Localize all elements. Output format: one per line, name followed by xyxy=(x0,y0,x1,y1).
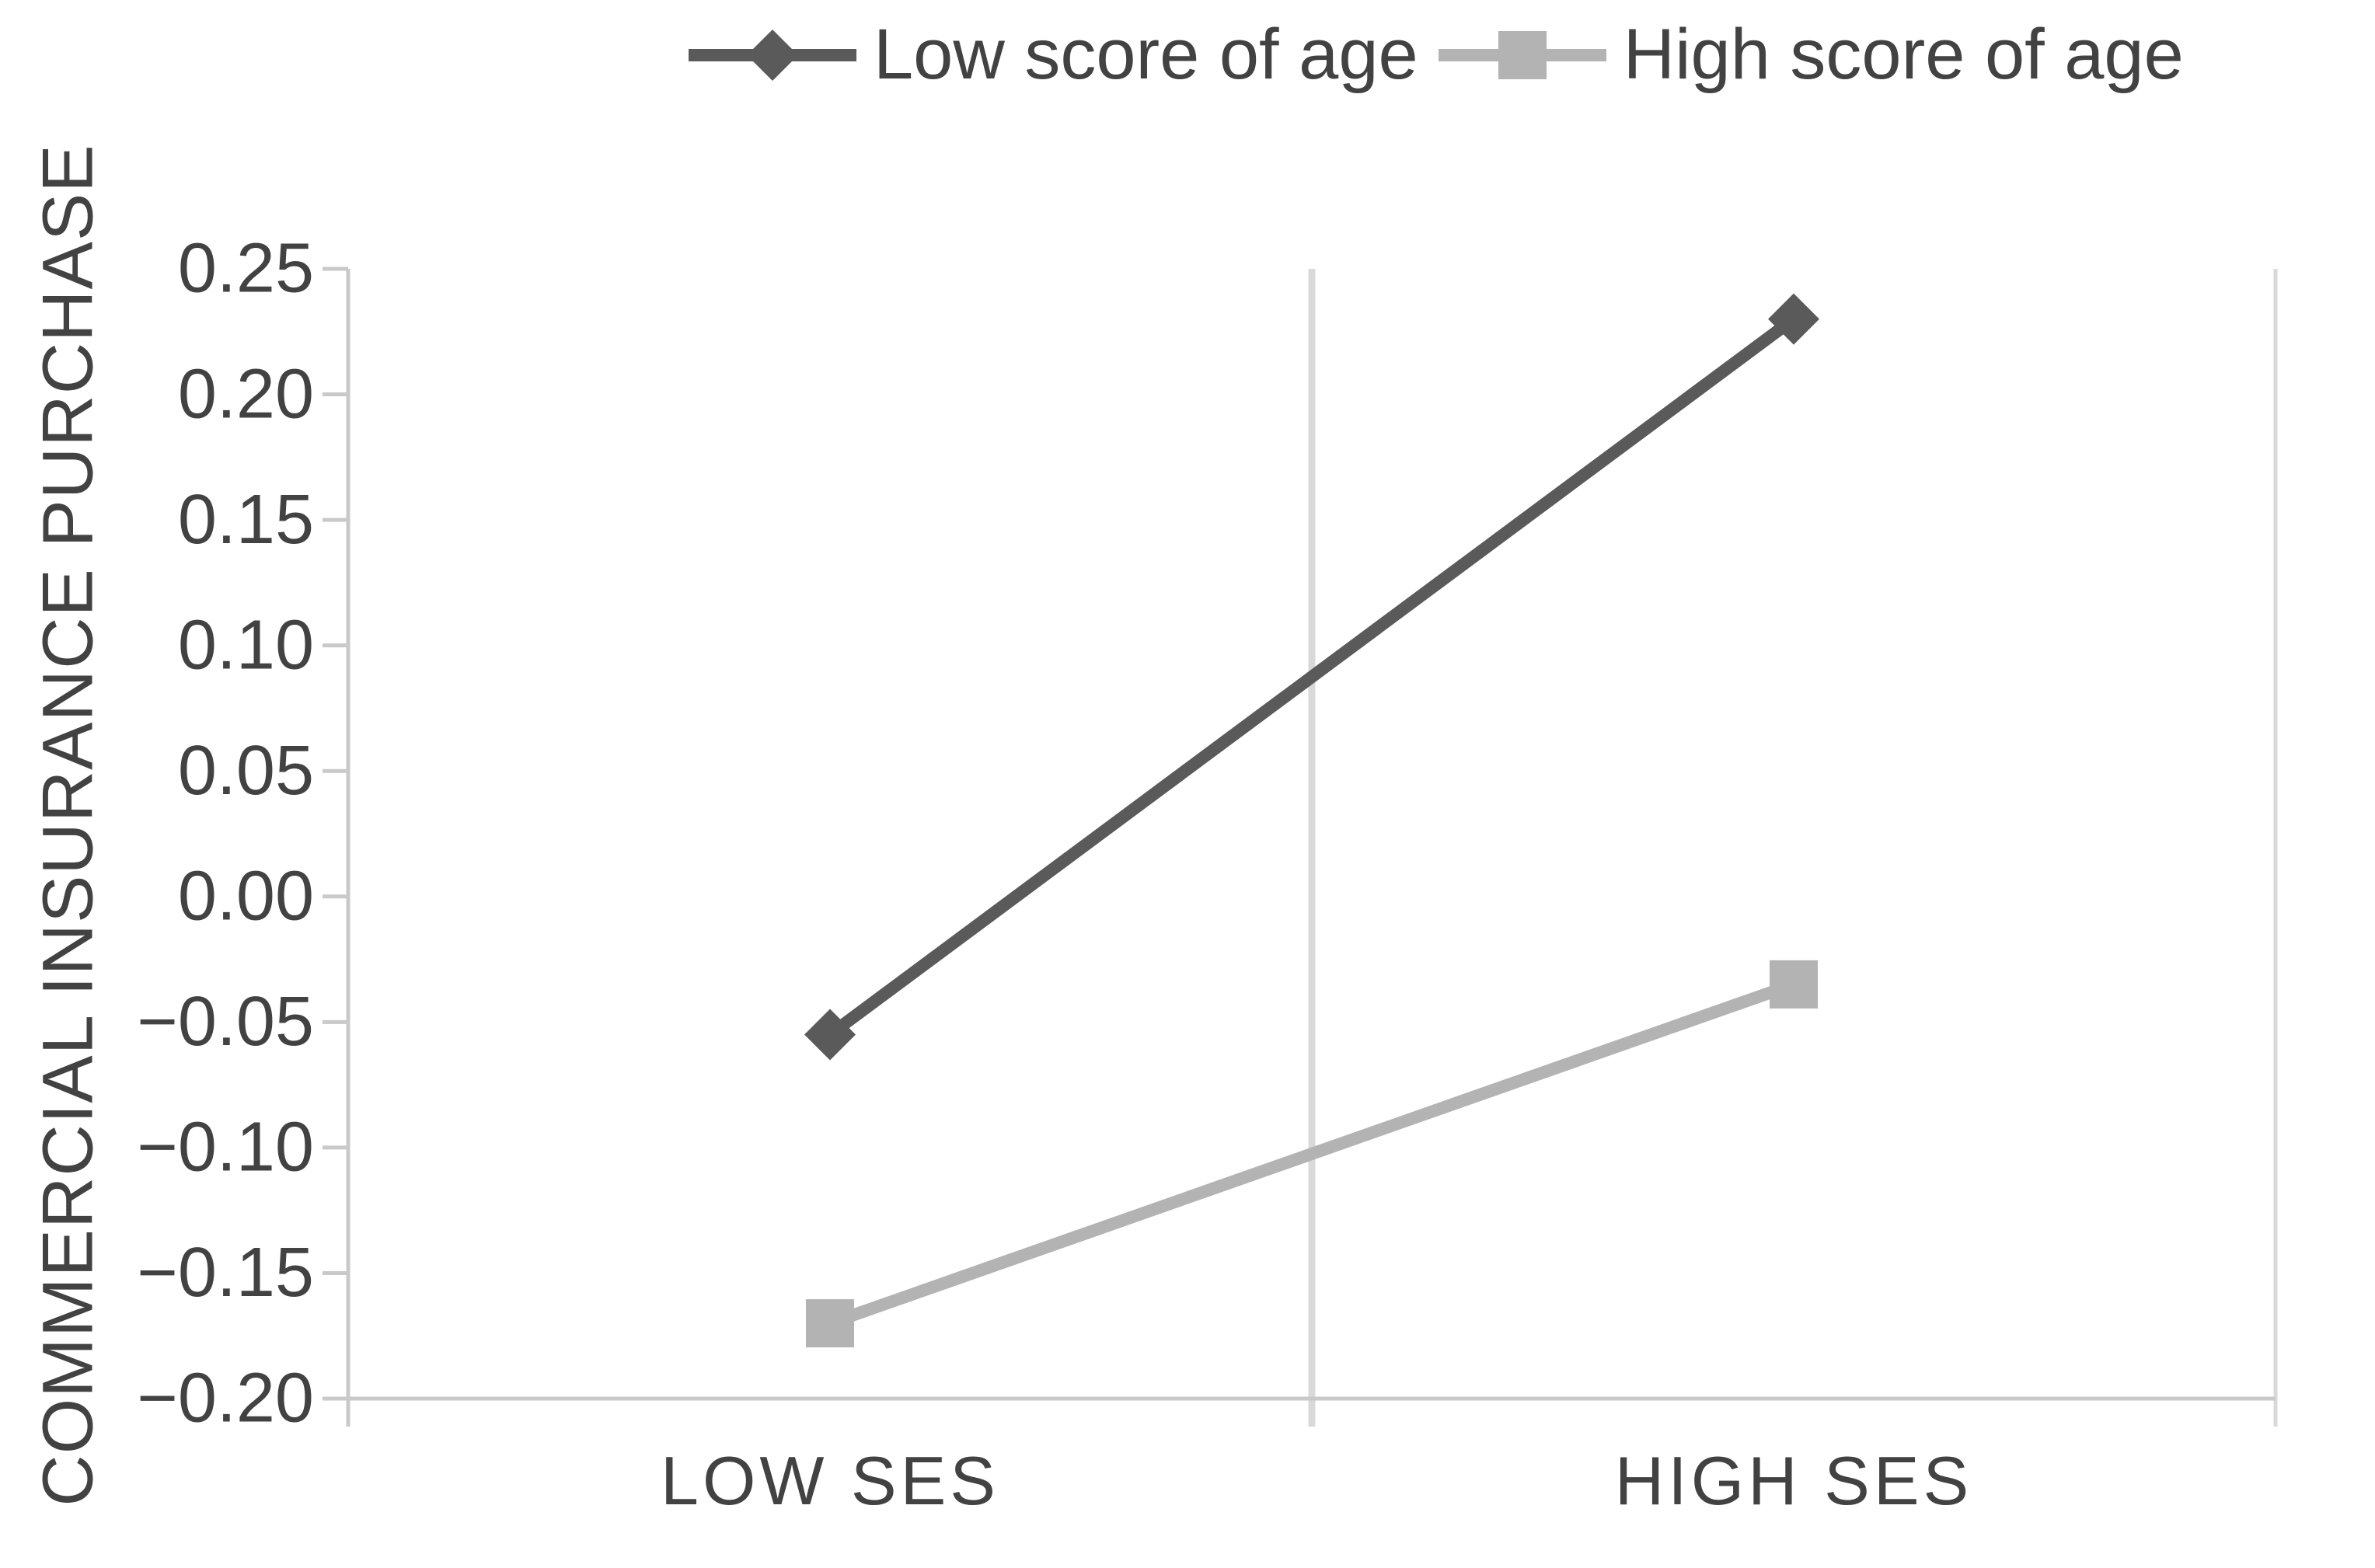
legend-item-high-score: High score of age xyxy=(1438,14,2184,96)
square-marker xyxy=(806,1299,854,1348)
legend-square-marker xyxy=(1498,30,1547,79)
y-tick-label: 0.10 xyxy=(178,606,314,684)
legend-key-diamond-icon xyxy=(689,29,856,81)
legend-label: Low score of age xyxy=(874,15,1418,94)
y-tick-label: 0.15 xyxy=(178,481,314,559)
series-line xyxy=(826,314,1798,1040)
legend: Low score of age High score of age xyxy=(689,14,2184,96)
x-category-label: LOW SES xyxy=(661,1442,999,1519)
series-line xyxy=(828,978,1796,1329)
x-category-label: HIGH SES xyxy=(1615,1442,1973,1519)
y-tick-label: −0.15 xyxy=(137,1234,314,1312)
y-tick-label: 0.00 xyxy=(178,857,314,935)
diamond-marker xyxy=(1768,293,1819,345)
y-tick-label: −0.10 xyxy=(137,1109,314,1186)
legend-key-square-icon xyxy=(1438,30,1606,79)
legend-item-low-score: Low score of age xyxy=(689,14,1418,96)
diamond-marker xyxy=(804,1009,856,1061)
square-marker xyxy=(1770,960,1818,1009)
y-tick-label: −0.20 xyxy=(137,1360,314,1437)
legend-label: High score of age xyxy=(1623,15,2184,94)
y-tick-label: 0.20 xyxy=(178,355,314,433)
y-tick-label: −0.05 xyxy=(137,983,314,1061)
y-tick-label: 0.25 xyxy=(178,230,314,308)
y-tick-label: 0.05 xyxy=(178,732,314,810)
legend-diamond-marker xyxy=(747,29,798,81)
